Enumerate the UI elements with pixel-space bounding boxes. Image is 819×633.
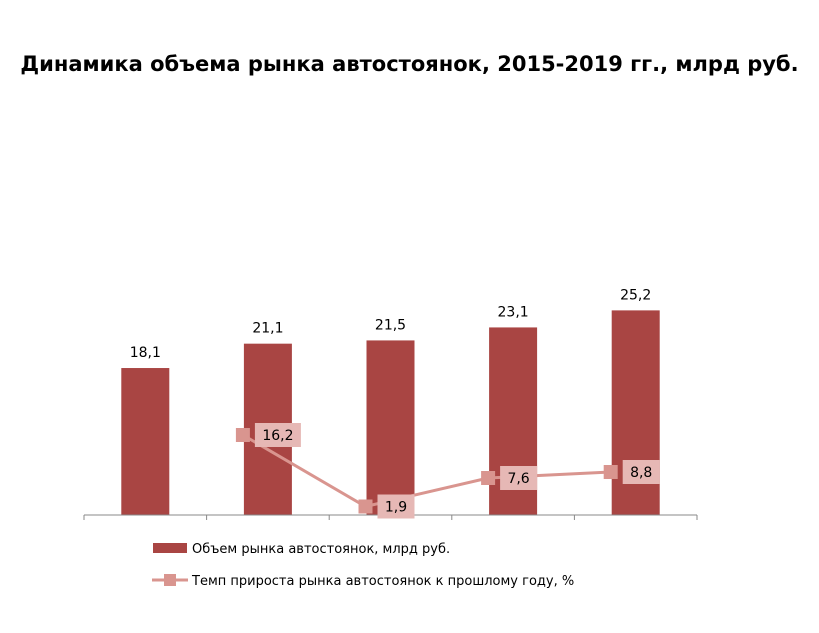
chart-title: Динамика объема рынка автостоянок, 2015-… [20,52,799,76]
legend-line-label: Темп прироста рынка автостоянок к прошло… [191,574,574,589]
bar [366,340,415,515]
x-axis-ticks [83,515,698,520]
growth-label-box [500,466,538,490]
legend-bar-swatch [153,543,187,553]
bar-series [121,310,660,515]
legend-line-marker [164,574,176,586]
growth-label-box [622,460,660,484]
growth-marker [235,428,250,442]
bar-value-label: 25,2 [620,287,651,303]
growth-value-label: 8,8 [630,465,652,481]
bar-value-label: 23,1 [498,304,529,320]
growth-line [242,433,611,509]
bar-value-labels: 18,1 21,1 21,5 23,1 25,2 [130,287,652,361]
growth-marker [358,499,373,514]
growth-label-box [377,494,415,519]
growth-value-label: 1,9 [385,500,407,516]
growth-label-box [254,423,301,447]
growth-marker [603,465,618,479]
bar [121,368,170,515]
bar-value-label: 21,5 [375,317,406,333]
growth-value-label: 7,6 [507,471,529,487]
bar [611,310,660,515]
bar-value-label: 18,1 [130,345,161,361]
bar-value-label: 21,1 [252,321,283,337]
growth-marker [481,471,496,485]
growth-value-label: 16,2 [262,428,293,444]
legend-bar-label: Объем рынка автостоянок, млрд руб. [192,542,450,557]
line-series: 16,2 1,9 7,6 8,8 [235,423,660,519]
